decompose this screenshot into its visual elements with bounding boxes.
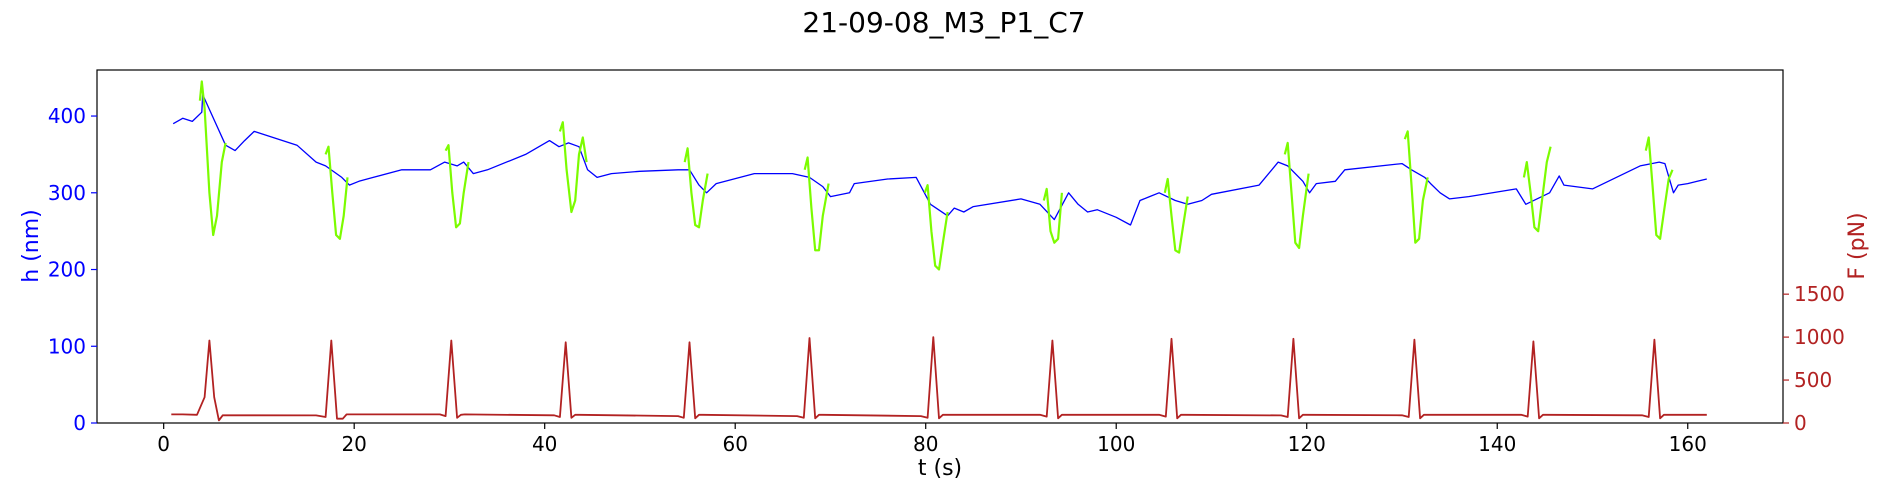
compression-segment-line bbox=[683, 147, 709, 229]
y-axis-left: 0 100 200 300 400 bbox=[48, 104, 97, 435]
x-tick-label: 120 bbox=[1288, 432, 1326, 456]
x-tick-label: 0 bbox=[157, 432, 170, 456]
x-tick-label: 160 bbox=[1669, 432, 1707, 456]
y-axis-right-title: F (pN) bbox=[1845, 212, 1870, 279]
y-right-tick-label: 0 bbox=[1794, 411, 1807, 435]
y-left-tick-label: 0 bbox=[73, 411, 86, 435]
x-axis: 0 20 40 60 80 100 120 140 160 bbox=[157, 423, 1707, 456]
x-tick-label: 80 bbox=[913, 432, 938, 456]
series-layer bbox=[171, 80, 1707, 422]
x-tick-label: 60 bbox=[722, 432, 747, 456]
compression-segment-line bbox=[324, 145, 349, 240]
compression-segment-line bbox=[1163, 177, 1189, 254]
y-left-tick-label: 300 bbox=[48, 181, 86, 205]
y-left-tick-label: 200 bbox=[48, 258, 86, 282]
compression-segment-line bbox=[1042, 187, 1063, 244]
y-right-tick-label: 1500 bbox=[1794, 282, 1845, 306]
x-axis-title: t (s) bbox=[918, 456, 962, 481]
compression-segment-line bbox=[923, 184, 949, 271]
compression-segment-line bbox=[444, 144, 470, 229]
compression-segment-line bbox=[198, 80, 227, 237]
y-axis-right: 0 500 1000 1500 bbox=[1783, 282, 1845, 435]
compression-segment-line bbox=[558, 121, 588, 214]
compression-segment-line bbox=[1403, 130, 1429, 244]
compression-segment-line bbox=[803, 156, 830, 252]
x-tick-label: 140 bbox=[1478, 432, 1516, 456]
compression-segment-line bbox=[1283, 141, 1310, 250]
force-series-line bbox=[171, 336, 1707, 422]
y-right-tick-label: 1000 bbox=[1794, 325, 1845, 349]
y-axis-left-title: h (nm) bbox=[19, 209, 44, 282]
y-left-tick-label: 400 bbox=[48, 104, 86, 128]
x-tick-label: 20 bbox=[341, 432, 366, 456]
x-tick-label: 40 bbox=[532, 432, 557, 456]
y-right-tick-label: 500 bbox=[1794, 368, 1832, 392]
chart-title: 21-09-08_M3_P1_C7 bbox=[802, 6, 1085, 39]
y-left-tick-label: 100 bbox=[48, 334, 86, 358]
compression-segment-line bbox=[1644, 136, 1674, 240]
height-series-line bbox=[172, 93, 1707, 226]
compression-segment-line bbox=[1522, 146, 1552, 233]
x-tick-label: 100 bbox=[1097, 432, 1135, 456]
plot-frame bbox=[96, 69, 1784, 424]
